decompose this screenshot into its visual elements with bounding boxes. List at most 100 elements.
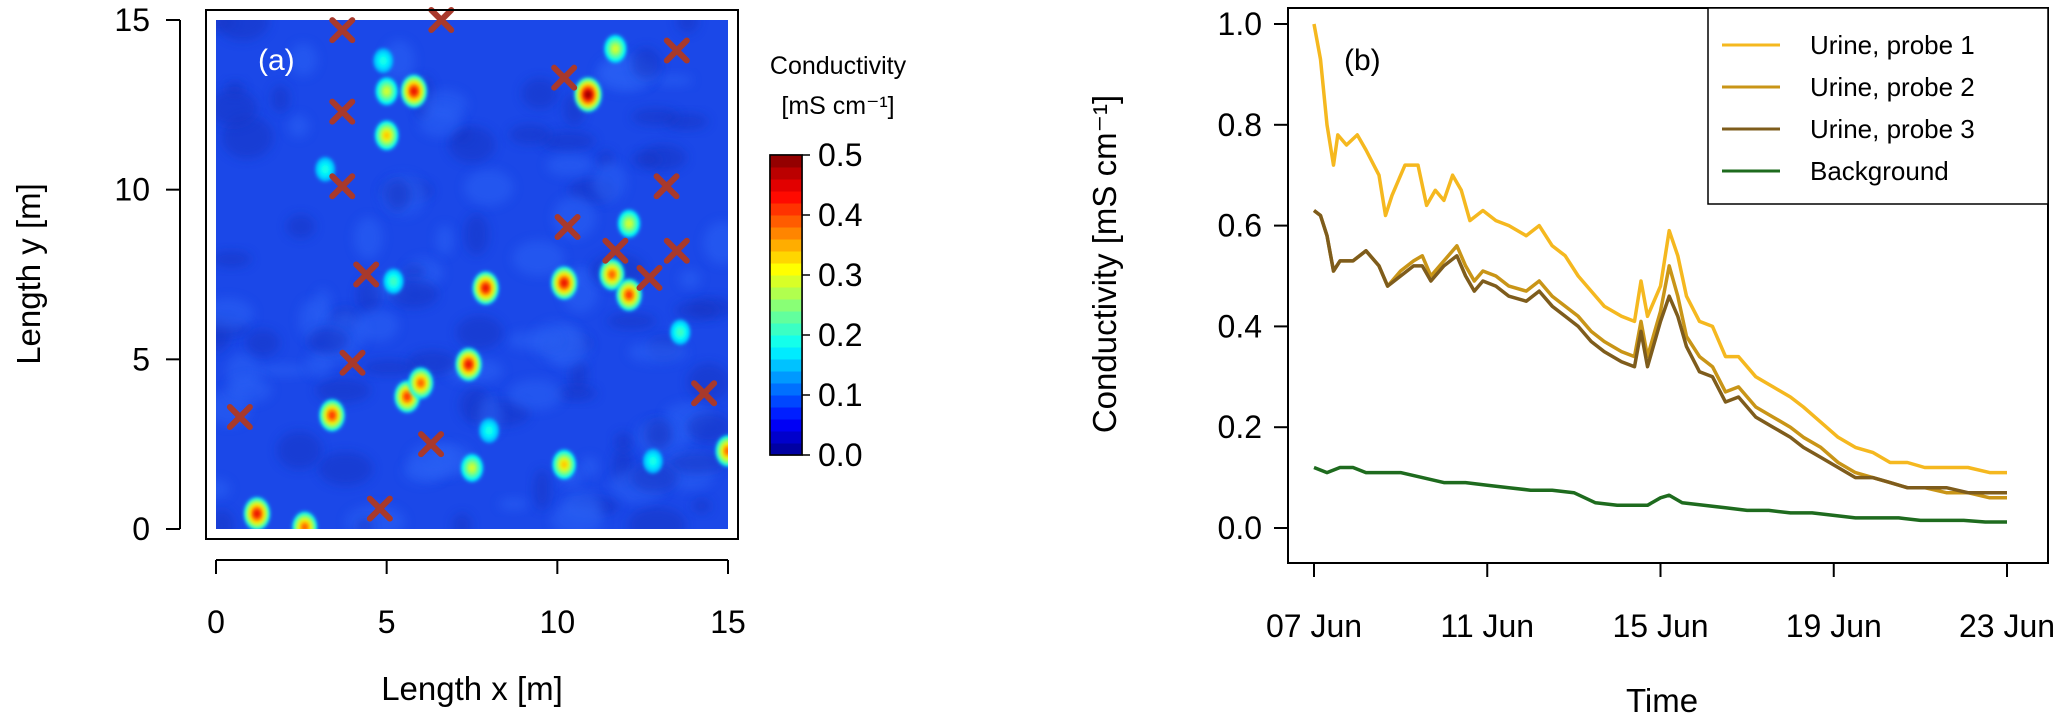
legend-entry: Background — [1722, 156, 1949, 186]
line-y-label: Conductivity [mS cm⁻¹] — [1086, 95, 1123, 433]
hotspot-ring — [254, 510, 260, 518]
marker-stroke — [663, 37, 690, 64]
line-y-axis: 0.0 0.2 0.4 0.6 0.8 1.0 — [1218, 6, 1289, 546]
colorbar-band — [770, 395, 802, 408]
texture-blob — [614, 432, 633, 452]
hotspot — [461, 454, 483, 482]
hotspot-ring — [561, 461, 567, 468]
hotspot — [553, 450, 576, 479]
texture-blob — [507, 379, 564, 411]
texture-blob — [353, 217, 383, 260]
texture-blob — [674, 301, 719, 320]
legend-label: Background — [1810, 156, 1949, 186]
colorbar-tick-label: 0.0 — [818, 437, 862, 473]
hotspot — [320, 399, 345, 431]
hotspot-ring — [418, 379, 424, 387]
colorbar-band — [770, 179, 802, 192]
marker-stroke — [353, 261, 380, 288]
hotspot-ring — [487, 428, 491, 434]
legend-entry: Urine, probe 2 — [1722, 72, 1975, 102]
texture-blob — [630, 462, 679, 493]
x-tick-label: 15 — [710, 604, 746, 640]
texture-blob — [216, 250, 252, 268]
heatmap-x-axis: 0 5 10 15 — [207, 559, 746, 640]
texture-blob — [679, 269, 701, 289]
hotspot — [617, 279, 642, 311]
x-tick-label: 07 Jun — [1266, 608, 1362, 644]
marker-stroke — [428, 7, 455, 33]
texture-blob — [592, 161, 627, 203]
texture-blob — [307, 327, 349, 354]
texture-blob — [306, 350, 333, 377]
colorbar-band — [770, 167, 802, 180]
marker-stroke — [329, 98, 356, 125]
hotspot-ring — [411, 87, 417, 95]
hotspot — [376, 77, 398, 105]
colorbar-band — [770, 323, 802, 336]
colorbar-outline — [769, 154, 803, 456]
x-tick-label: 5 — [378, 604, 396, 640]
hotspot-ring — [329, 412, 335, 419]
hotspot — [456, 348, 481, 381]
sample-marker — [428, 7, 455, 33]
marker-stroke — [551, 64, 578, 91]
sample-marker — [329, 98, 356, 125]
hotspot-ring — [650, 458, 655, 464]
colorbar-band — [770, 263, 802, 276]
hotspot-ring — [585, 91, 591, 99]
colorbar-band — [770, 359, 802, 372]
sample-marker — [653, 173, 680, 200]
hotspot-ring — [609, 271, 615, 278]
y-tick-label: 1.0 — [1218, 6, 1262, 42]
sample-marker — [663, 237, 690, 264]
sample-marker — [691, 380, 718, 407]
sample-marker — [366, 495, 393, 522]
hotspot-ring — [626, 291, 632, 299]
texture-blob — [216, 89, 258, 126]
colorbar-band — [770, 227, 802, 240]
marker-stroke — [602, 237, 629, 264]
x-tick-label: 23 Jun — [1959, 608, 2055, 644]
colorbar-band — [770, 347, 802, 360]
colorbar-tick-label: 0.3 — [818, 257, 862, 293]
colorbar-band — [770, 275, 802, 288]
hotspot-ring — [469, 465, 475, 471]
y-tick-label: 0.6 — [1218, 208, 1262, 244]
heatmap-frame — [205, 9, 739, 540]
y-tick-label: 0.2 — [1218, 409, 1262, 445]
colorbar-band — [770, 419, 802, 432]
heatmap-hotspots — [244, 35, 728, 529]
sample-marker — [339, 349, 366, 376]
texture-blob — [227, 376, 272, 403]
series-line — [1312, 209, 2007, 495]
texture-blob — [403, 264, 425, 279]
texture-blob — [554, 385, 597, 402]
hotspot — [575, 77, 602, 112]
texture-blob — [676, 20, 699, 34]
colorbar-band — [770, 431, 802, 444]
series-line — [1313, 465, 2007, 524]
sample-marker — [418, 431, 445, 458]
colorbar-title-line2: [mS cm⁻¹] — [781, 92, 894, 120]
hotspot — [670, 320, 690, 345]
marker-stroke — [226, 404, 253, 431]
texture-blob — [271, 85, 290, 113]
hotspot — [604, 35, 626, 63]
texture-blob — [384, 179, 410, 212]
hotspot-ring — [384, 132, 390, 139]
texture-blob — [631, 151, 661, 168]
colorbar-band — [770, 191, 802, 204]
hotspot — [473, 272, 499, 305]
hotspot — [395, 381, 420, 413]
texture-blob — [668, 452, 727, 474]
legend-entries: Urine, probe 1 Urine, probe 2 Urine, probe… — [1722, 30, 1975, 186]
hotspot-ring — [483, 284, 489, 292]
x-tick-label: 0 — [207, 604, 225, 640]
y-tick-label: 0 — [132, 511, 150, 547]
colorbar-tick-label: 0.4 — [818, 197, 862, 233]
sample-marker — [551, 64, 578, 91]
hotspot — [375, 121, 398, 150]
colorbar-tick-label: 0.2 — [818, 317, 862, 353]
legend-entry: Urine, probe 1 — [1722, 30, 1975, 60]
